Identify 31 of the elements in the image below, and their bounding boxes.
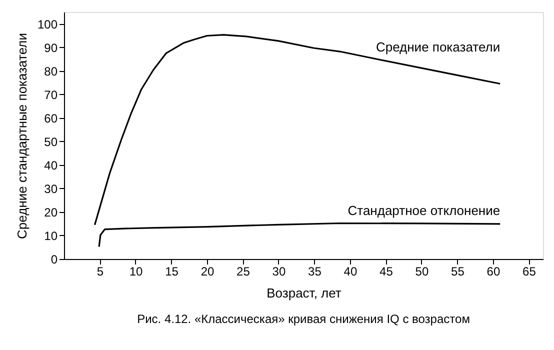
y-tick-label: 100 xyxy=(37,17,58,32)
text: Рис. 4.12. «Классическая» кривая снижения IQ с возрастом xyxy=(137,312,470,326)
x-tick-label: 20 xyxy=(200,264,214,278)
y-tick-label: 90 xyxy=(44,40,58,55)
y-tick-label: 60 xyxy=(44,111,58,126)
series-label: Средние показатели xyxy=(376,40,500,55)
x-tick-label: 10 xyxy=(129,264,143,278)
y-tick-label: 0 xyxy=(50,252,58,266)
y-tick-label: 80 xyxy=(44,64,58,78)
x-axis-title: Возраст, лет xyxy=(266,286,342,300)
y-tick-label: 20 xyxy=(44,205,58,220)
line-series xyxy=(94,34,501,226)
y-tick-label: 50 xyxy=(44,134,58,149)
x-tick-label: 50 xyxy=(415,264,429,278)
x-tick-label: 65 xyxy=(522,264,536,278)
series-label: Стандартное отклонение xyxy=(348,202,500,218)
x-tick-label: 40 xyxy=(344,264,358,278)
x-tick-label: 15 xyxy=(165,264,179,278)
x-tick-label: 25 xyxy=(236,264,250,278)
y-tick-label: 10 xyxy=(44,228,58,243)
x-tick-label: 55 xyxy=(451,264,465,278)
y-axis-title: Средние стандартные показатели xyxy=(14,33,30,239)
x-tick-label: 30 xyxy=(272,264,286,278)
y-tick-label: 40 xyxy=(44,158,58,172)
x-tick-label: 5 xyxy=(96,264,104,278)
x-tick-label: 60 xyxy=(486,264,500,278)
x-tick-label: 45 xyxy=(380,264,394,278)
x-tick-label: 35 xyxy=(308,264,322,278)
y-tick-label: 30 xyxy=(44,182,58,196)
y-tick-label: 70 xyxy=(44,88,58,102)
line-series xyxy=(98,222,501,248)
